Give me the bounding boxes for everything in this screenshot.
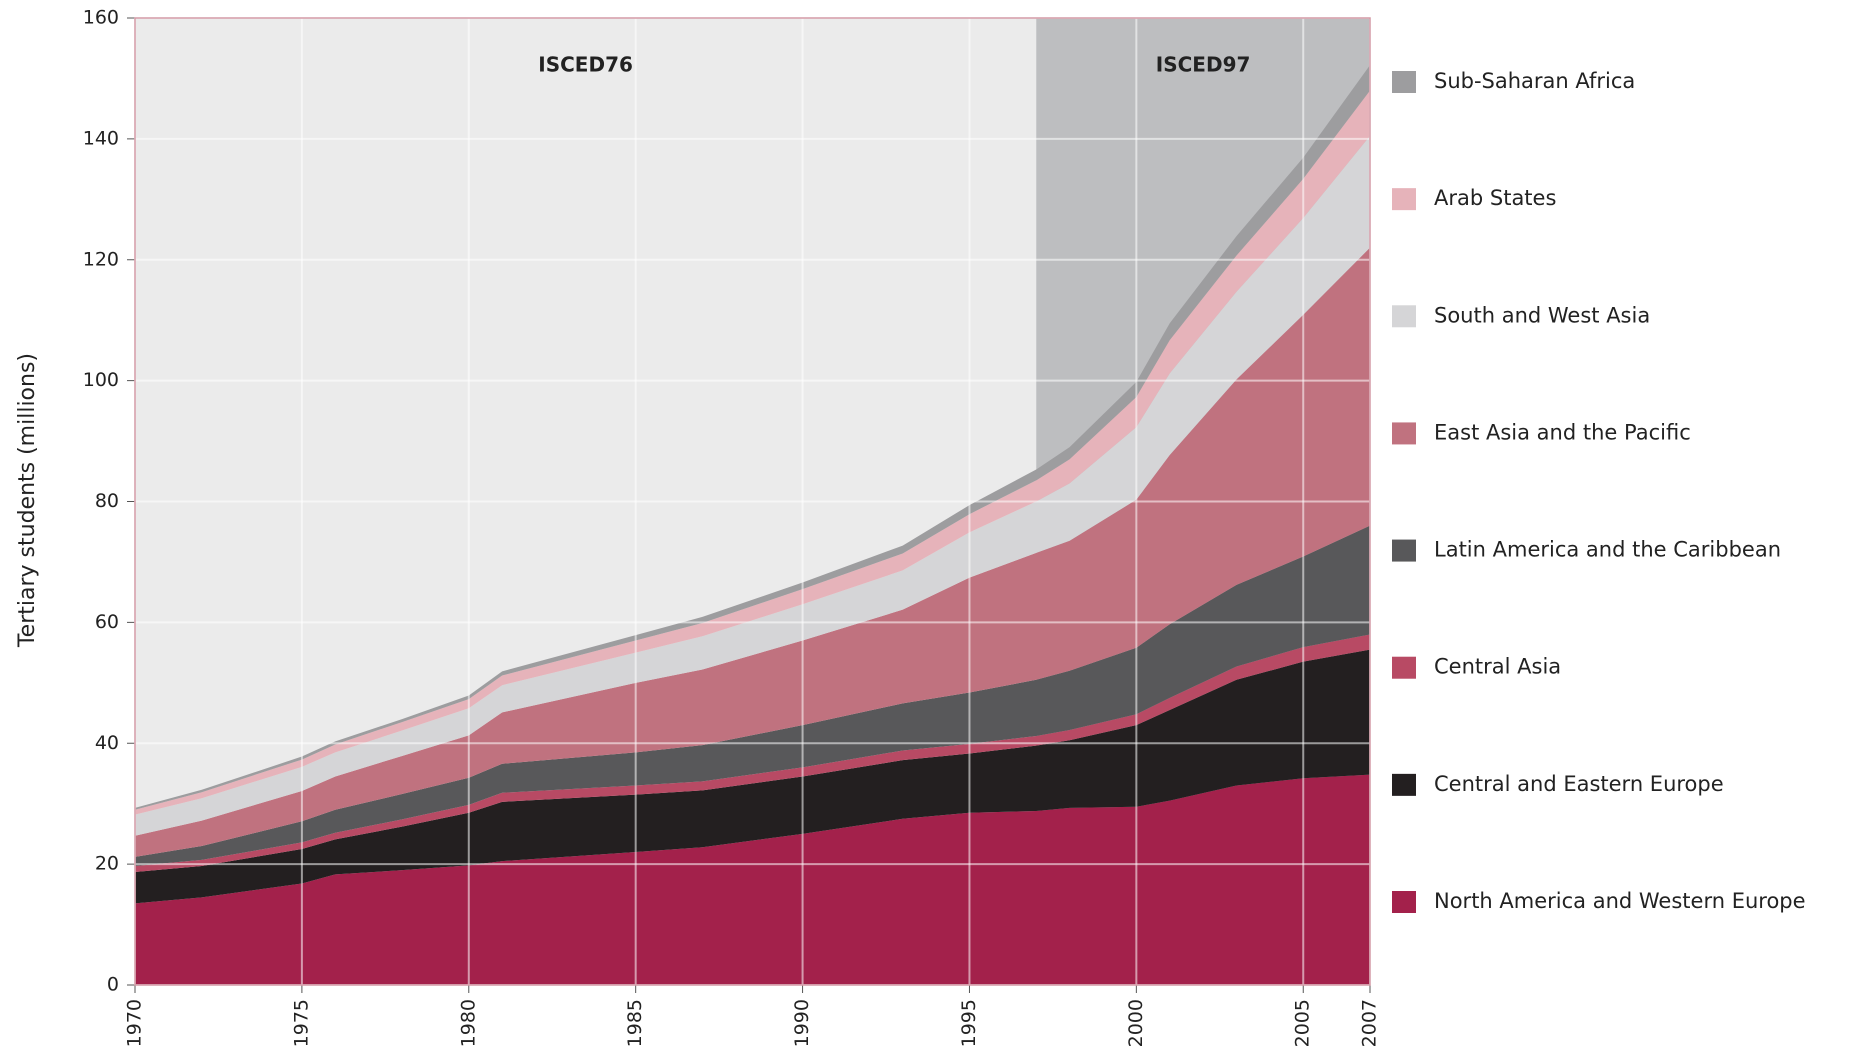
y-tick-label: 60 bbox=[95, 611, 119, 633]
annotation-label: ISCED76 bbox=[538, 53, 633, 77]
y-tick-label: 140 bbox=[83, 127, 119, 149]
x-tick-label: 2005 bbox=[1292, 999, 1314, 1047]
legend-swatch bbox=[1392, 891, 1416, 913]
x-tick-label: 1980 bbox=[457, 999, 479, 1047]
y-tick-label: 20 bbox=[95, 853, 119, 875]
y-tick-label: 160 bbox=[83, 7, 119, 29]
x-tick-label: 1985 bbox=[624, 999, 646, 1047]
legend-swatch bbox=[1392, 422, 1416, 445]
y-tick-label: 40 bbox=[95, 732, 119, 754]
legend-label: South and West Asia bbox=[1434, 303, 1650, 327]
area bbox=[135, 634, 1370, 872]
y-tick-label: 100 bbox=[83, 369, 119, 391]
legend-swatch bbox=[1392, 188, 1416, 211]
area bbox=[135, 649, 1370, 904]
legend-label: Central Asia bbox=[1434, 655, 1561, 679]
x-tick-label: 1975 bbox=[290, 999, 312, 1047]
annotation-label: ISCED97 bbox=[1156, 53, 1251, 77]
legend-label: Arab States bbox=[1434, 186, 1556, 210]
legend-label: Central and Eastern Europe bbox=[1434, 772, 1724, 796]
legend-label: East Asia and the Pacific bbox=[1434, 420, 1691, 444]
legend-label: Sub-Saharan Africa bbox=[1434, 69, 1635, 93]
y-tick-label: 80 bbox=[95, 490, 119, 512]
legend-swatch bbox=[1392, 773, 1416, 796]
y-tick-label: 120 bbox=[83, 248, 119, 270]
x-tick-label: 1990 bbox=[791, 999, 813, 1047]
y-tick-label: 0 bbox=[107, 974, 119, 996]
area bbox=[135, 135, 1370, 836]
area bbox=[135, 247, 1370, 857]
x-tick-label: 2000 bbox=[1125, 999, 1147, 1047]
legend-label: Latin America and the Caribbean bbox=[1434, 538, 1781, 562]
y-axis-label: Tertiary students (millions) bbox=[15, 353, 40, 648]
plot-border bbox=[134, 17, 1371, 986]
legend-label: North America and Western Europe bbox=[1434, 889, 1806, 913]
area bbox=[135, 525, 1370, 866]
x-tick-label: 2007 bbox=[1359, 999, 1381, 1047]
legend-swatch bbox=[1392, 71, 1416, 93]
legend-swatch bbox=[1392, 656, 1416, 679]
legend-swatch bbox=[1392, 539, 1416, 562]
legend-swatch bbox=[1392, 305, 1416, 328]
area bbox=[135, 774, 1370, 985]
x-tick-label: 1970 bbox=[124, 999, 146, 1047]
x-tick-label: 1995 bbox=[958, 999, 980, 1047]
